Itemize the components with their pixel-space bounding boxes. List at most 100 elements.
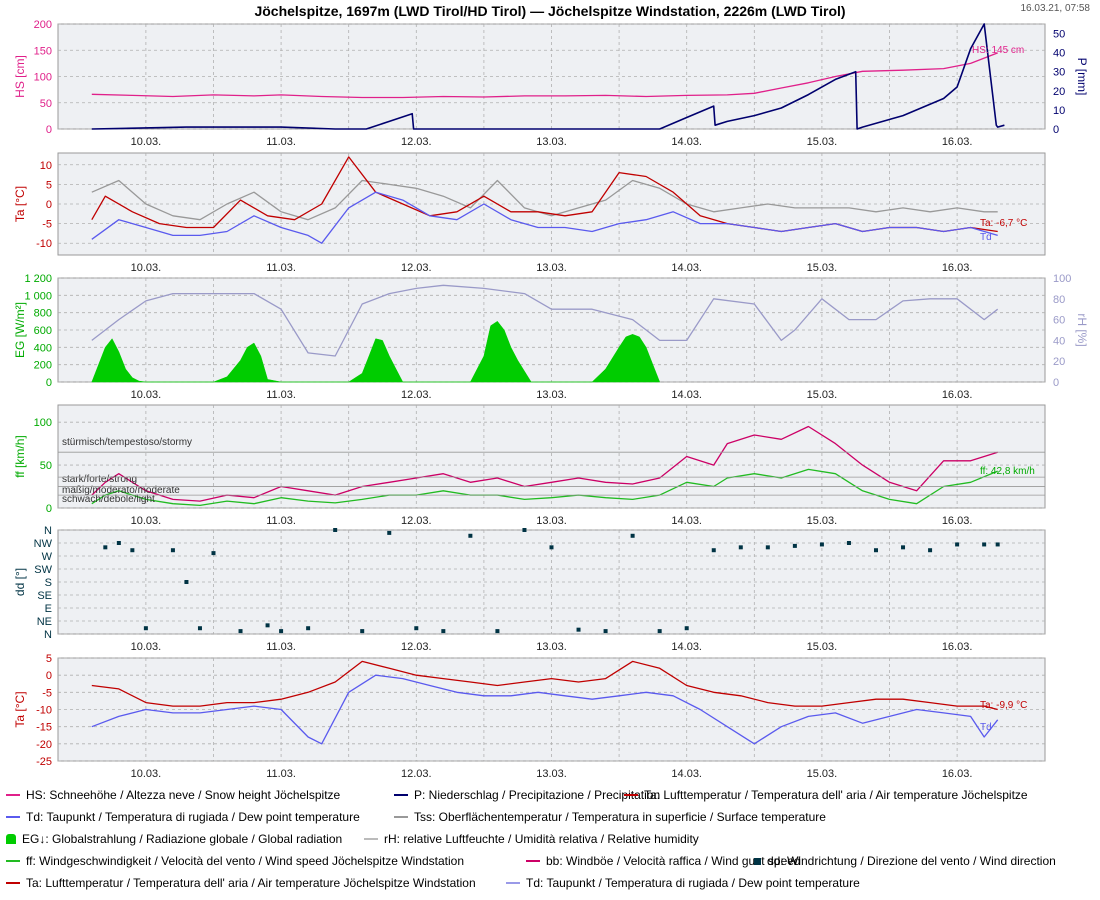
x-tick-label: 15.03. [807,768,838,780]
y-axis-label: HS [cm] [13,55,27,98]
panel5: 10.03. 11.03. 12.03. 13.03. 14.03. 15.03. 16.0… [13,525,1046,653]
x-tick-label: 16.03. [942,515,973,527]
y-tick-label: SE [37,590,52,602]
legend-item: Td: Taupunkt / Temperatura di rugiada / … [6,810,360,824]
y-tick-label: -10 [36,705,52,717]
y-tick-label: 150 [34,45,52,57]
wind-direction-point [955,542,960,547]
y-tick-label: 200 [34,360,52,372]
x-tick-label: 14.03. [671,768,702,780]
x-tick-label: 10.03. [131,768,162,780]
y-tick-label: 0 [46,670,52,682]
x-tick-label: 12.03. [401,768,432,780]
y-tick-label: 5 [46,653,52,665]
annotation: Ta: -6,7 °C [980,218,1027,229]
x-tick-label: 11.03. [266,768,296,780]
wind-direction-point [333,528,338,532]
x-tick-label: 11.03. [266,262,296,274]
legend-item: Td: Taupunkt / Temperatura di rugiada / … [506,876,860,890]
x-tick-label: 10.03. [131,262,162,274]
x-tick-label: 13.03. [536,389,567,401]
legend-item: dd: Windrichtung / Direzione del vento /… [754,854,1056,868]
wind-direction-point [495,629,500,634]
y-tick-label: N [44,525,52,537]
series-HS [91,52,998,99]
y2-tick-label: 100 [1053,273,1071,285]
y-tick-label: 100 [34,72,52,84]
wind-direction-point [982,542,987,547]
panel4: 10.03. 11.03. 12.03. 13.03. 14.03. 15.03. 16.0… [13,404,1046,527]
annotation: ff: 42,8 km/h [980,466,1035,477]
legend-item: bb: Windböe / Velocità raffica / Wind gu… [526,854,801,868]
legend-swatch [6,834,16,844]
annotation: HS: 145 cm [972,45,1024,56]
x-tick-label: 14.03. [671,641,702,653]
series-Td [91,674,999,745]
legend-swatch [394,816,408,818]
legend-label: ff: Windgeschwindigkeit / Velocità del v… [26,854,465,868]
legend-row: HS: Schneehöhe / Altezza neve / Snow hei… [6,788,1096,810]
y2-tick-label: 0 [1053,124,1059,136]
y-tick-label: 50 [40,98,52,110]
wind-direction-point [765,545,770,550]
wind-direction-point [279,629,284,634]
panel3: 10.03. 11.03. 12.03. 13.03. 14.03. 15.03. 16.0… [13,273,1089,401]
y2-axis-label: rH [%] [1075,313,1089,346]
legend-label: Tss: Oberflächentemperatur / Temperatura… [414,810,826,824]
wind-direction-point [265,623,270,628]
x-tick-label: 16.03. [942,641,973,653]
x-tick-label: 14.03. [671,136,702,148]
legend-row: EG↓: Globalstrahlung / Radiazione global… [6,832,1096,854]
x-tick-label: 16.03. [942,389,973,401]
y-axis-label: Ta [°C] [13,691,27,727]
x-tick-label: 11.03. [266,136,296,148]
y2-tick-label: 40 [1053,335,1065,347]
y-tick-label: 100 [34,417,52,429]
wind-direction-point [630,533,635,538]
legend-swatch [506,882,520,884]
y-tick-label: E [45,603,52,615]
y-tick-label: -25 [36,756,52,768]
wind-direction-point [306,626,311,631]
x-tick-label: 10.03. [131,136,162,148]
y-tick-label: 800 [34,308,52,320]
legend-item: HS: Schneehöhe / Altezza neve / Snow hei… [6,788,340,802]
legend-item: rH: relative Luftfeuchte / Umidità relat… [364,832,699,846]
y-tick-label: 0 [46,377,52,389]
legend-item: ff: Windgeschwindigkeit / Velocità del v… [6,854,464,868]
legend-item: Tss: Oberflächentemperatur / Temperatura… [394,810,826,824]
x-tick-label: 14.03. [671,389,702,401]
legend-label: dd: Windrichtung / Direzione del vento /… [767,854,1056,868]
y-tick-label: 50 [40,460,52,472]
wind-direction-point [846,541,851,545]
x-tick-label: 14.03. [671,515,702,527]
legend-swatch [394,794,408,796]
y-tick-label: 1 000 [24,290,52,302]
y-tick-label: W [42,551,53,563]
y-tick-label: 600 [34,325,52,337]
x-tick-label: 13.03. [536,136,567,148]
y-tick-label: 1 200 [24,273,52,285]
wind-direction-point [711,548,716,553]
y-tick-label: -20 [36,739,52,751]
x-tick-label: 15.03. [807,262,838,274]
wind-direction-point [170,548,175,553]
timestamp: 16.03.21, 07:58 [1020,3,1090,14]
y-tick-label: 10 [40,160,52,172]
legend-row: ff: Windgeschwindigkeit / Velocità del v… [6,854,1096,876]
x-tick-label: 16.03. [942,768,973,780]
wind-direction-point [873,548,878,553]
x-tick-label: 10.03. [131,389,162,401]
wind-direction-point [792,543,797,548]
wind-direction-point [197,626,202,631]
legend-swatch [6,882,20,884]
legend-row: Ta: Lufttemperatur / Temperatura dell' a… [6,876,1096,898]
y-axis-label: EG [W/m²] [13,302,27,358]
wind-direction-point [901,545,906,550]
x-tick-label: 10.03. [131,641,162,653]
wind-direction-point [576,627,581,632]
wind-direction-point [603,629,608,634]
x-tick-label: 12.03. [401,641,432,653]
y-tick-label: 400 [34,342,52,354]
wind-direction-point [441,629,446,634]
